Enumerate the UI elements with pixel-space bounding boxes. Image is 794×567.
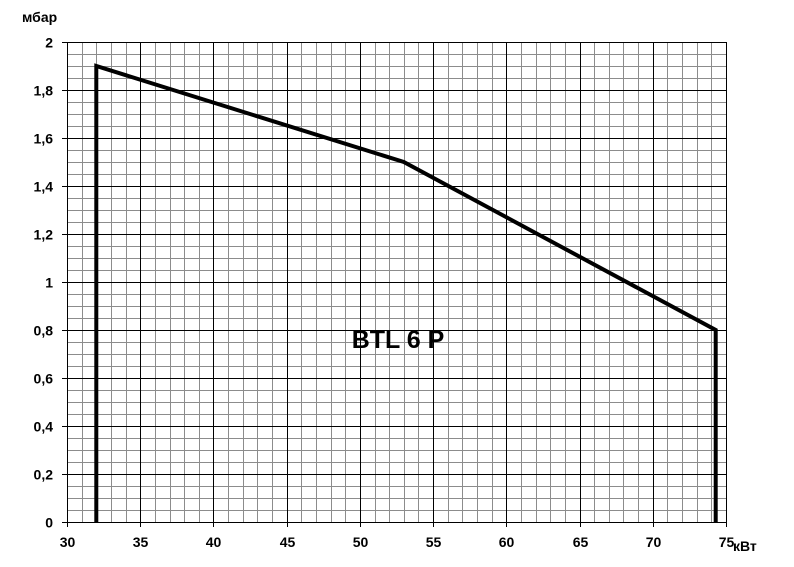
x-tick-label: 50	[353, 534, 369, 550]
x-tick-label: 65	[573, 534, 589, 550]
x-tick-label: 30	[60, 534, 76, 550]
x-tick-label: 75	[719, 534, 735, 550]
y-tick-label: 1	[45, 275, 53, 291]
x-axis-label: кВт	[733, 538, 757, 554]
x-tick-label: 40	[206, 534, 222, 550]
y-tick-label: 1,2	[34, 227, 54, 243]
x-tick-label: 60	[499, 534, 515, 550]
y-tick-label: 0,2	[34, 467, 54, 483]
y-axis-ticks: 0 0,2 0,4 0,6 0,8 1 1,2 1,4 1,6 1,8 2	[34, 35, 67, 531]
x-axis-ticks: 30 35 40 45 50 55 60 65 70 75	[60, 522, 735, 550]
x-tick-label: 35	[133, 534, 149, 550]
y-tick-label: 0	[45, 515, 53, 531]
x-tick-label: 70	[646, 534, 662, 550]
chart-annotation: BTL 6 P	[352, 326, 445, 354]
y-tick-label: 1,8	[34, 83, 54, 99]
y-axis-label: мбар	[22, 9, 57, 25]
y-tick-label: 2	[45, 35, 53, 51]
x-tick-label: 45	[280, 534, 296, 550]
y-tick-label: 0,6	[34, 371, 54, 387]
y-tick-label: 1,6	[34, 131, 54, 147]
y-tick-label: 0,8	[34, 323, 54, 339]
y-tick-label: 1,4	[34, 179, 54, 195]
series-line-working-field	[94, 63, 718, 522]
x-tick-label: 55	[426, 534, 442, 550]
plot-frame	[67, 42, 727, 523]
y-tick-label: 0,4	[34, 419, 54, 435]
